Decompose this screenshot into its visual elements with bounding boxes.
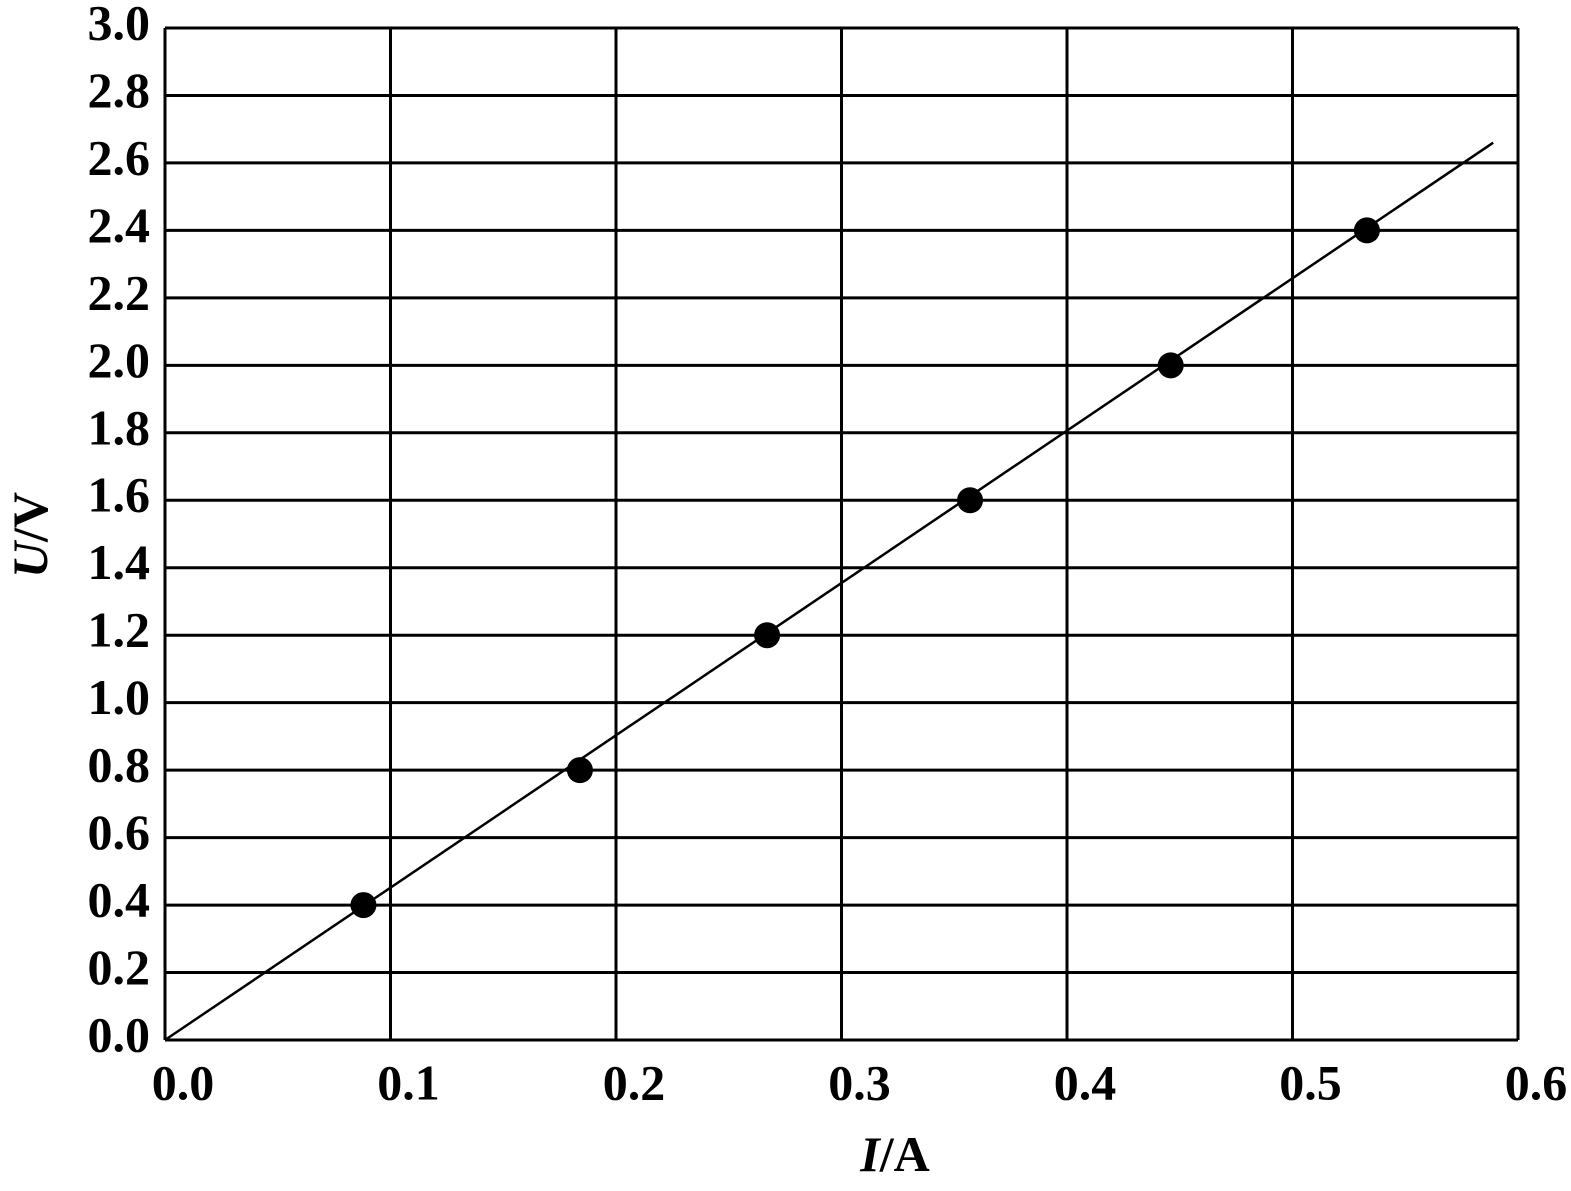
y-tick-label: 1.6 — [88, 467, 151, 523]
data-point — [957, 487, 984, 514]
y-tick-label: 2.0 — [88, 332, 151, 388]
y-tick-label: 2.8 — [88, 62, 151, 118]
y-tick-label: 0.8 — [88, 737, 151, 793]
y-tick-label: 1.4 — [88, 534, 151, 590]
y-tick-label: 1.2 — [88, 602, 151, 658]
y-tick-label: 0.6 — [88, 804, 151, 860]
x-axis-label: I/A — [859, 1126, 929, 1182]
x-tick-label: 0.6 — [1505, 1054, 1568, 1110]
y-tick-label: 0.0 — [88, 1006, 151, 1062]
y-tick-label: 2.2 — [88, 264, 151, 320]
y-tick-label: 1.8 — [88, 399, 151, 455]
x-tick-label: 0.0 — [152, 1054, 215, 1110]
x-tick-label: 0.1 — [377, 1054, 440, 1110]
y-tick-label: 1.0 — [88, 669, 151, 725]
y-tick-label: 2.4 — [88, 197, 151, 253]
fit-line — [164, 141, 1494, 1042]
data-point — [1157, 352, 1184, 379]
y-tick-label: 0.2 — [88, 939, 151, 995]
y-tick-label: 2.6 — [88, 129, 151, 185]
y-axis-label: U/V — [2, 492, 58, 578]
x-tick-label: 0.3 — [828, 1054, 891, 1110]
y-tick-label: 3.0 — [88, 0, 151, 50]
x-tick-label: 0.5 — [1279, 1054, 1342, 1110]
y-tick-label: 0.4 — [88, 872, 151, 928]
x-tick-label: 0.4 — [1054, 1054, 1117, 1110]
x-tick-label: 0.2 — [603, 1054, 666, 1110]
